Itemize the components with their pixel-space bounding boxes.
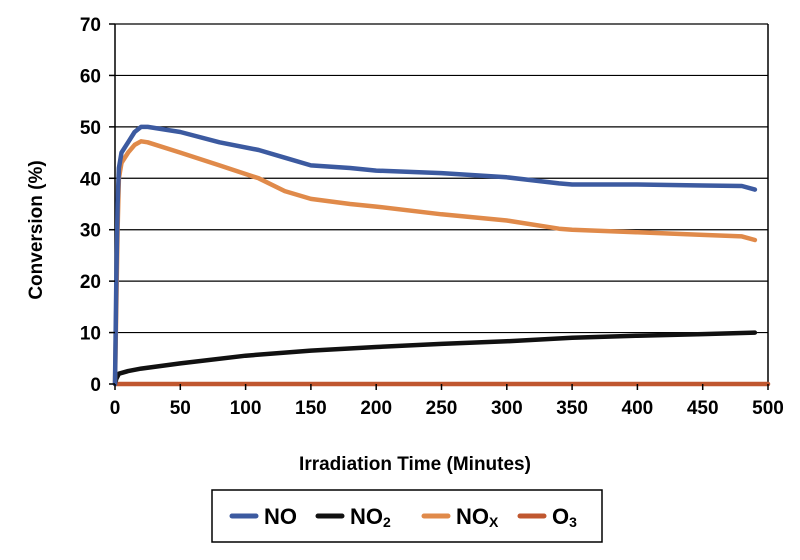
x-tick-label: 200 <box>360 398 392 419</box>
x-tick-label: 500 <box>752 398 784 419</box>
plot-frame <box>114 24 769 385</box>
x-tick-label: 350 <box>556 398 588 419</box>
legend-label-main: NO <box>456 504 489 529</box>
y-tick-label: 20 <box>80 272 101 293</box>
legend-label-main: O <box>552 504 569 529</box>
legend-label-main: NO <box>264 504 297 529</box>
legend-label-o3: O3 <box>552 504 577 530</box>
y-axis-ticks: 0 10 20 30 40 50 60 70 <box>80 15 115 396</box>
y-tick-label: 0 <box>90 375 101 396</box>
y-tick-label: 50 <box>80 118 101 139</box>
series-line-no <box>112 124 758 387</box>
y-axis-title: Conversion (%) <box>26 160 47 299</box>
y-tick-label: 30 <box>80 221 101 242</box>
series-line-no2 <box>112 330 758 387</box>
y-tick-label: 70 <box>80 15 101 36</box>
x-tick-label: 150 <box>295 398 327 419</box>
x-axis-ticks: 0 50 100 150 200 250 300 350 400 450 500 <box>110 384 784 419</box>
x-axis-title: Irradiation Time (Minutes) <box>299 454 531 475</box>
x-tick-label: 450 <box>687 398 719 419</box>
legend-label-subscript: 3 <box>569 514 577 530</box>
x-tick-label: 50 <box>170 398 191 419</box>
legend-label-no2: NO2 <box>350 504 391 530</box>
gridlines <box>115 23 768 334</box>
y-tick-label: 40 <box>80 169 101 190</box>
legend-label-no: NO <box>264 504 297 529</box>
legend-label-nox: NOX <box>456 504 499 530</box>
y-tick-label: 10 <box>80 324 101 345</box>
legend-label-subscript: 2 <box>383 514 391 530</box>
legend-label-subscript: X <box>489 514 499 530</box>
legend-label-main: NO <box>350 504 383 529</box>
x-tick-label: 100 <box>230 398 262 419</box>
y-tick-label: 60 <box>80 66 101 87</box>
x-tick-label: 300 <box>491 398 523 419</box>
series-layer <box>112 124 771 387</box>
x-tick-label: 250 <box>426 398 458 419</box>
legend: NO NO2 NOX O3 <box>211 489 603 543</box>
x-tick-label: 0 <box>110 398 121 419</box>
x-tick-label: 400 <box>622 398 654 419</box>
